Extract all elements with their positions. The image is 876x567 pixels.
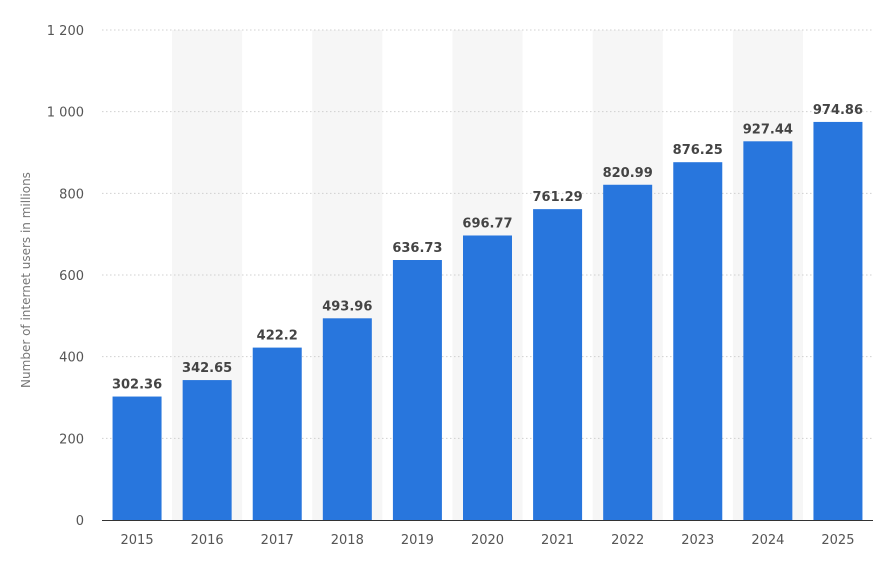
bars xyxy=(112,121,863,521)
data-label-2015: 302.36 xyxy=(112,378,162,393)
data-label-2021: 761.29 xyxy=(533,190,583,205)
x-axis-ticks: 2015 2016 2017 2018 2019 2020 2021 2022 2023 2024… xyxy=(121,533,855,548)
bar-2015[interactable] xyxy=(112,396,162,520)
data-label-2017: 422.2 xyxy=(257,329,298,344)
data-label-2016: 342.65 xyxy=(182,361,232,376)
x-tick-label: 2017 xyxy=(261,533,294,548)
bar-2019[interactable] xyxy=(392,260,442,520)
bar-2022[interactable] xyxy=(603,184,653,520)
bar-2018[interactable] xyxy=(322,318,372,520)
bar-2021[interactable] xyxy=(533,209,583,520)
y-tick-label: 200 xyxy=(59,432,84,447)
bar-2017[interactable] xyxy=(252,347,302,520)
y-tick-label: 400 xyxy=(59,351,84,366)
y-tick-label: 1 200 xyxy=(47,24,84,39)
x-tick-label: 2018 xyxy=(331,533,364,548)
data-label-2018: 493.96 xyxy=(322,299,372,314)
y-tick-label: 600 xyxy=(59,269,84,284)
x-tick-label: 2019 xyxy=(401,533,434,548)
data-labels: 302.36 342.65 422.2 493.96 636.73 696.77 761.2… xyxy=(112,103,863,393)
bar-2020[interactable] xyxy=(463,235,512,521)
y-axis-ticks: 0 200 400 600 800 1 000 1 200 xyxy=(47,24,84,529)
data-label-2024: 927.44 xyxy=(743,122,793,137)
data-label-2023: 876.25 xyxy=(673,143,723,158)
bar-2024[interactable] xyxy=(743,141,793,521)
y-axis-title: Number of internet users in millions xyxy=(19,172,33,388)
x-tick-label: 2021 xyxy=(541,533,574,548)
x-tick-label: 2015 xyxy=(121,533,154,548)
y-tick-label: 0 xyxy=(76,514,84,529)
bar-2016[interactable] xyxy=(182,380,232,520)
x-tick-label: 2023 xyxy=(681,533,714,548)
x-tick-label: 2020 xyxy=(471,533,504,548)
bar-2023[interactable] xyxy=(673,162,723,520)
data-label-2019: 636.73 xyxy=(392,241,442,256)
x-tick-label: 2022 xyxy=(611,533,644,548)
bar-2025[interactable] xyxy=(813,121,863,521)
x-tick-label: 2024 xyxy=(751,533,784,548)
data-label-2020: 696.77 xyxy=(462,216,512,231)
data-label-2022: 820.99 xyxy=(603,166,653,181)
x-tick-label: 2025 xyxy=(821,533,854,548)
y-tick-label: 800 xyxy=(59,187,84,202)
x-tick-label: 2016 xyxy=(191,533,224,548)
y-tick-label: 1 000 xyxy=(47,106,84,121)
data-label-2025: 974.86 xyxy=(813,103,863,118)
